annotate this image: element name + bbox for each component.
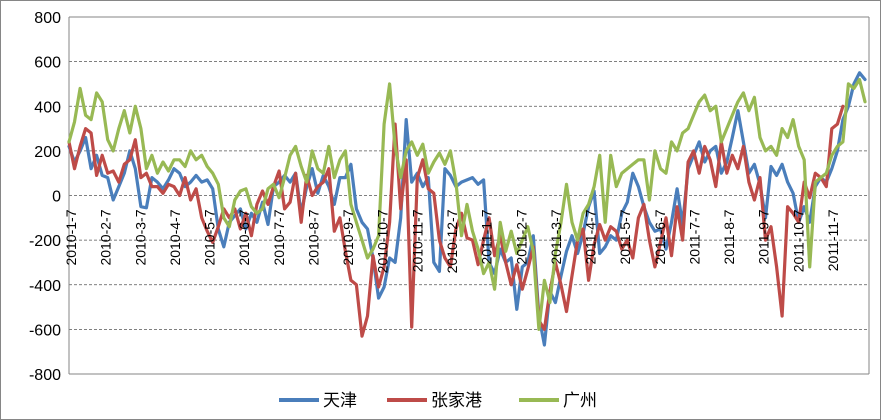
- x-axis-ticks: 2010-1-7 2010-2-7 2010-3-7 2010-4-7 2010-5-7…: [63, 209, 841, 273]
- y-tick-label: -200: [29, 233, 61, 250]
- y-tick-label: -400: [29, 278, 61, 295]
- legend-label: 广州: [563, 391, 597, 411]
- x-tick-label: 2011-3-7: [548, 209, 564, 264]
- x-tick-label: 2011-6-7: [652, 209, 668, 264]
- x-tick-label: 2010-10-7: [375, 209, 391, 273]
- x-tick-label: 2010-4-7: [167, 209, 183, 265]
- y-axis-ticks: -800 -600 -400 -200 0 200 400 600 800: [29, 10, 61, 384]
- x-tick-label: 2011-11-7: [825, 209, 841, 271]
- x-tick-label: 2010-11-7: [409, 209, 425, 272]
- series-line-2: [67, 104, 845, 338]
- x-tick-label: 2010-3-7: [132, 209, 148, 265]
- y-tick-label: 0: [52, 189, 61, 206]
- y-tick-label: 400: [34, 99, 61, 116]
- x-tick-label: 2011-10-7: [790, 209, 806, 272]
- y-tick-label: 800: [34, 10, 61, 27]
- legend-label: 天津: [323, 391, 357, 411]
- legend-item: 广州: [519, 391, 597, 411]
- x-tick-label: 2011-4-7: [583, 209, 599, 264]
- series-line-1: [67, 71, 867, 347]
- y-tick-label: -800: [29, 367, 61, 384]
- y-tick-label: -600: [29, 322, 61, 339]
- x-tick-label: 2011-2-7: [513, 209, 529, 264]
- x-tick-label: 2010-8-7: [305, 209, 321, 265]
- x-tick-label: 2010-1-7: [63, 209, 79, 265]
- x-tick-label: 2011-7-7: [686, 209, 702, 264]
- x-tick-label: 2011-1-7: [479, 209, 495, 264]
- x-tick-label: 2011-9-7: [756, 209, 772, 264]
- axes: [68, 16, 870, 375]
- series-lines: [67, 71, 867, 347]
- x-tick-label: 2010-9-7: [340, 209, 356, 265]
- legend-item: 张家港: [387, 391, 482, 411]
- series-line-3: [67, 77, 867, 331]
- x-tick-label: 2010-7-7: [271, 209, 287, 265]
- y-tick-label: 600: [34, 55, 61, 72]
- legend-label: 张家港: [431, 391, 482, 411]
- x-tick-label: 2011-8-7: [721, 209, 737, 264]
- legend-item: 天津: [279, 391, 357, 411]
- x-tick-label: 2010-12-7: [444, 209, 460, 273]
- x-tick-label: 2010-5-7: [202, 209, 218, 265]
- x-tick-label: 2010-6-7: [236, 209, 252, 265]
- x-tick-label: 2011-5-7: [617, 209, 633, 264]
- y-tick-label: 200: [34, 144, 61, 161]
- x-tick-label: 2010-2-7: [98, 209, 114, 265]
- legend: 天津 张家港 广州: [279, 391, 597, 411]
